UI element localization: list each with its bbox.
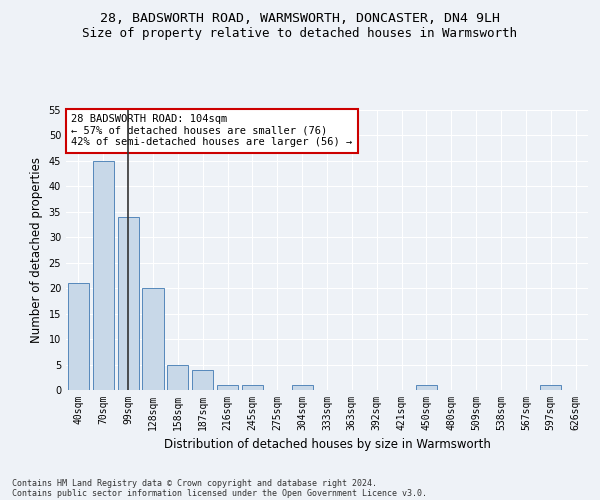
Bar [242, 385, 263, 390]
Bar [167, 364, 188, 390]
X-axis label: Distribution of detached houses by size in Warmsworth: Distribution of detached houses by size … [164, 438, 490, 452]
Bar [416, 385, 437, 390]
Text: 28, BADSWORTH ROAD, WARMSWORTH, DONCASTER, DN4 9LH: 28, BADSWORTH ROAD, WARMSWORTH, DONCASTE… [100, 12, 500, 26]
Text: 28 BADSWORTH ROAD: 104sqm
← 57% of detached houses are smaller (76)
42% of semi-: 28 BADSWORTH ROAD: 104sqm ← 57% of detac… [71, 114, 352, 148]
Text: Size of property relative to detached houses in Warmsworth: Size of property relative to detached ho… [83, 28, 517, 40]
Text: Contains public sector information licensed under the Open Government Licence v3: Contains public sector information licen… [12, 488, 427, 498]
Bar [192, 370, 213, 390]
Y-axis label: Number of detached properties: Number of detached properties [30, 157, 43, 343]
Bar [292, 385, 313, 390]
Bar [540, 385, 561, 390]
Bar [142, 288, 164, 390]
Bar [68, 283, 89, 390]
Bar [93, 161, 114, 390]
Bar [118, 217, 139, 390]
Text: Contains HM Land Registry data © Crown copyright and database right 2024.: Contains HM Land Registry data © Crown c… [12, 478, 377, 488]
Bar [217, 385, 238, 390]
